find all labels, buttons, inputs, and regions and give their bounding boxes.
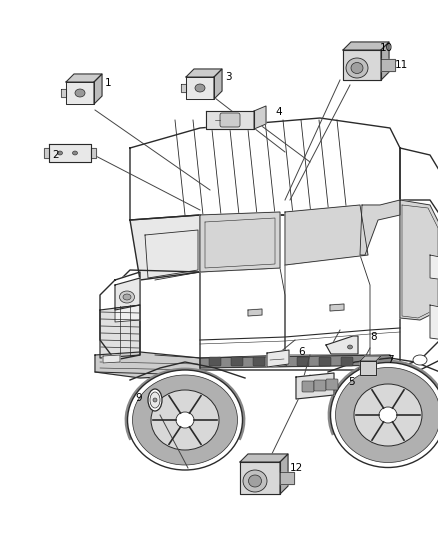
- Ellipse shape: [73, 151, 78, 155]
- FancyBboxPatch shape: [326, 379, 338, 390]
- Text: 8: 8: [370, 332, 377, 342]
- Polygon shape: [280, 472, 294, 484]
- Ellipse shape: [413, 355, 427, 365]
- Text: 9: 9: [135, 393, 141, 403]
- Polygon shape: [115, 305, 140, 322]
- Text: 11: 11: [395, 60, 408, 70]
- Polygon shape: [66, 74, 102, 82]
- Text: 7: 7: [387, 355, 394, 365]
- FancyBboxPatch shape: [220, 113, 240, 127]
- Polygon shape: [200, 355, 395, 368]
- Polygon shape: [330, 304, 344, 311]
- Ellipse shape: [351, 62, 363, 74]
- FancyBboxPatch shape: [319, 357, 331, 366]
- Ellipse shape: [336, 367, 438, 463]
- Polygon shape: [100, 305, 140, 358]
- Polygon shape: [206, 111, 254, 129]
- Polygon shape: [285, 255, 370, 355]
- Text: 12: 12: [290, 463, 303, 473]
- Ellipse shape: [354, 384, 422, 446]
- Polygon shape: [267, 350, 289, 367]
- Polygon shape: [186, 69, 222, 77]
- Polygon shape: [296, 373, 334, 399]
- Ellipse shape: [75, 89, 85, 97]
- Ellipse shape: [150, 392, 160, 408]
- FancyBboxPatch shape: [231, 357, 243, 366]
- Polygon shape: [130, 118, 400, 220]
- Ellipse shape: [148, 389, 162, 411]
- Polygon shape: [49, 144, 91, 162]
- Polygon shape: [240, 454, 288, 462]
- Polygon shape: [200, 268, 285, 358]
- FancyBboxPatch shape: [363, 357, 375, 366]
- Ellipse shape: [195, 84, 205, 92]
- Polygon shape: [95, 352, 200, 378]
- Polygon shape: [248, 309, 262, 316]
- Polygon shape: [130, 215, 200, 280]
- FancyBboxPatch shape: [275, 357, 287, 366]
- Ellipse shape: [151, 390, 219, 450]
- Polygon shape: [360, 361, 376, 375]
- Text: 5: 5: [348, 377, 355, 387]
- Text: 3: 3: [225, 72, 232, 82]
- Polygon shape: [115, 278, 140, 310]
- Polygon shape: [66, 82, 94, 104]
- Polygon shape: [280, 454, 288, 494]
- Polygon shape: [181, 84, 186, 92]
- Polygon shape: [254, 106, 266, 129]
- Polygon shape: [343, 50, 381, 80]
- Ellipse shape: [347, 345, 353, 349]
- Ellipse shape: [123, 294, 131, 300]
- Polygon shape: [400, 148, 438, 370]
- FancyBboxPatch shape: [297, 357, 309, 366]
- Polygon shape: [381, 42, 389, 80]
- Polygon shape: [240, 462, 280, 494]
- Text: 10: 10: [380, 43, 393, 53]
- Ellipse shape: [379, 407, 397, 423]
- Polygon shape: [100, 272, 140, 360]
- FancyBboxPatch shape: [302, 381, 314, 392]
- Polygon shape: [430, 305, 438, 340]
- Polygon shape: [381, 59, 395, 71]
- Ellipse shape: [120, 291, 134, 303]
- Ellipse shape: [331, 362, 438, 467]
- Polygon shape: [200, 212, 280, 272]
- Polygon shape: [326, 336, 358, 354]
- Polygon shape: [91, 148, 96, 158]
- FancyBboxPatch shape: [341, 357, 353, 366]
- Ellipse shape: [127, 370, 243, 470]
- Polygon shape: [110, 200, 438, 370]
- Polygon shape: [285, 205, 368, 265]
- Polygon shape: [61, 89, 66, 97]
- Text: 6: 6: [298, 347, 304, 357]
- Polygon shape: [186, 77, 214, 99]
- FancyBboxPatch shape: [209, 357, 221, 366]
- Polygon shape: [400, 200, 438, 320]
- Text: 4: 4: [275, 107, 282, 117]
- FancyBboxPatch shape: [253, 357, 265, 366]
- Ellipse shape: [133, 375, 237, 465]
- Ellipse shape: [346, 58, 368, 78]
- Ellipse shape: [176, 412, 194, 428]
- Text: 2: 2: [52, 150, 59, 160]
- Text: 1: 1: [105, 78, 112, 88]
- Polygon shape: [44, 148, 49, 158]
- Polygon shape: [360, 200, 400, 255]
- Ellipse shape: [153, 398, 157, 402]
- Polygon shape: [103, 355, 120, 363]
- Polygon shape: [214, 69, 222, 99]
- Ellipse shape: [248, 475, 261, 487]
- Ellipse shape: [57, 151, 63, 155]
- Polygon shape: [430, 255, 438, 280]
- Polygon shape: [343, 42, 389, 50]
- Ellipse shape: [243, 470, 267, 492]
- Polygon shape: [360, 356, 381, 361]
- Polygon shape: [94, 74, 102, 104]
- FancyBboxPatch shape: [314, 380, 326, 391]
